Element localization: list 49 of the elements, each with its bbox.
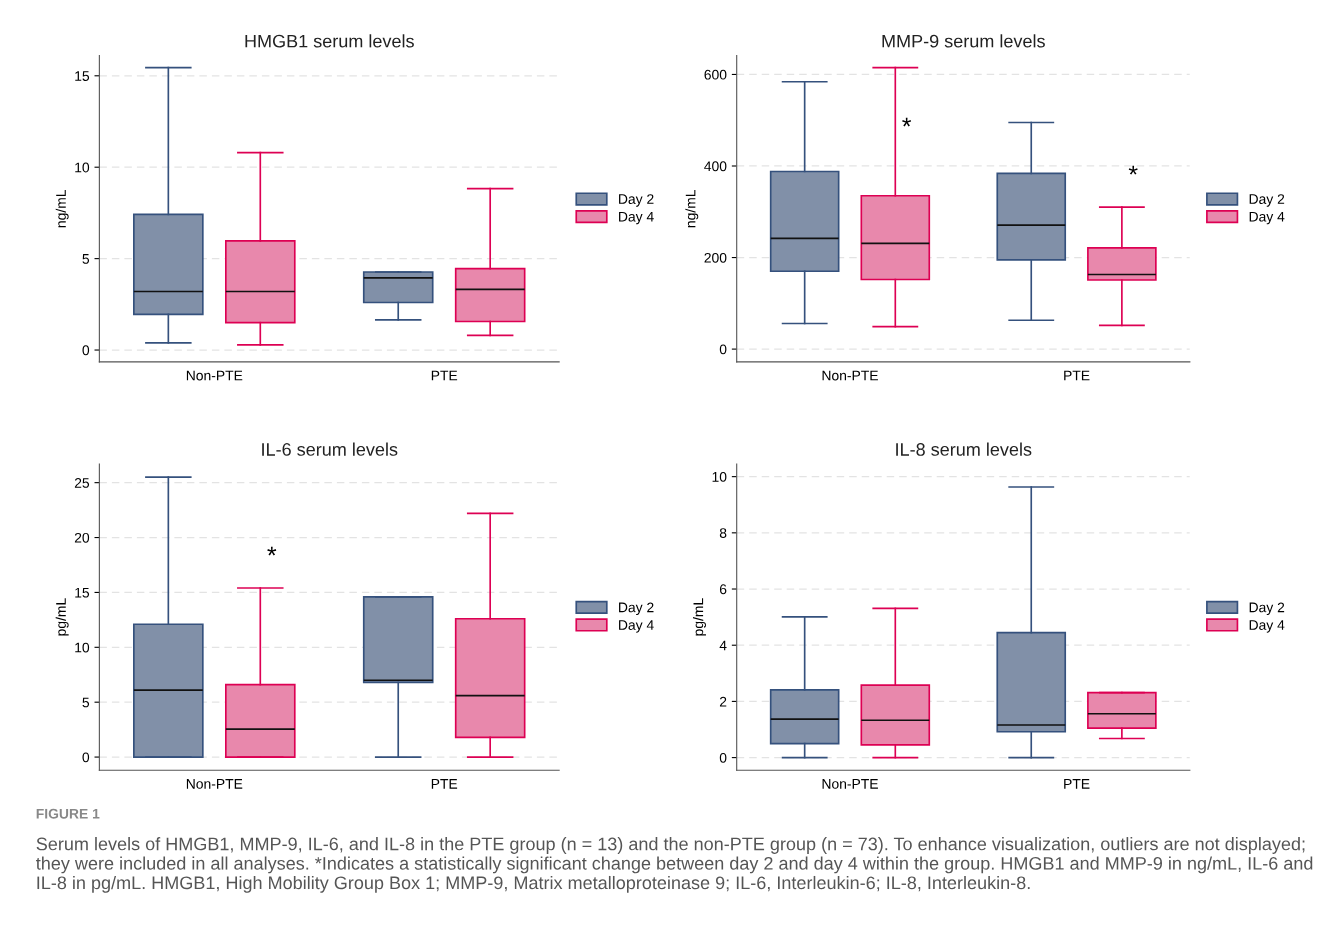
x-tick-label: PTE: [431, 779, 458, 789]
caption: FIGURE 1: [36, 808, 100, 819]
y-tick-label: 600: [704, 69, 727, 80]
x-tick-label: Non-PTE: [186, 779, 243, 789]
y-tick-label: 15: [75, 71, 90, 81]
chart-title: IL-8 serum levels: [896, 442, 1032, 456]
y-tick-label: 0: [719, 752, 727, 763]
chart-title: HMGB1 serum levels: [245, 34, 414, 48]
y-axis-title: ng/mL: [685, 189, 699, 228]
y-tick-label: 8: [719, 528, 727, 538]
y-tick-label: 400: [704, 161, 727, 172]
x-tick-label: PTE: [1064, 370, 1090, 381]
y-tick-label: 0: [719, 344, 727, 355]
y-tick-label: 10: [75, 642, 90, 653]
y-axis-title: pg/mL: [55, 598, 69, 636]
y-tick-label: 25: [74, 477, 90, 488]
y-tick-label: 0: [82, 752, 90, 763]
legend-label: Day 2: [1249, 602, 1285, 616]
y-tick-label: 10: [75, 162, 90, 173]
y-tick-label: 6: [719, 584, 727, 595]
y-tick-label: 5: [82, 697, 90, 708]
x-tick-label: Non-PTE: [186, 370, 243, 381]
chart-title: IL-6 serum levels: [262, 442, 398, 456]
legend-label: Day 4: [1249, 211, 1285, 225]
y-tick-label: 200: [704, 252, 727, 263]
chart-title: MMP-9 serum levels: [882, 34, 1045, 48]
x-tick-label: Non-PTE: [822, 370, 878, 381]
text: Serum levels of HMGB1, MMP-9, IL-6, and IL-8 in the PTE group (n = 13) and the non-PTE group (n = 73). To enhance visualization, outliers are not displayed; they were included in all analyses. *Indicates a statistically significant change between day 2 and day 4 within the group. HMGB1 and MMP-9 in ng/mL, IL-6 and IL-8 in pg/mL. HMGB1, High Mobility Group Box 1; MMP-9, Matrix metalloproteinase 9; IL-6, Interleukin-6; IL-8, Interleukin-8.: [36, 837, 1313, 893]
x-tick-label: PTE: [1064, 779, 1090, 789]
annotation: *: [1128, 165, 1138, 175]
y-tick-label: 5: [82, 254, 90, 264]
annotation: *: [267, 546, 277, 556]
y-tick-label: 0: [82, 345, 90, 356]
y-axis-title: ng/mL: [55, 189, 69, 228]
legend-label: Day 4: [619, 620, 654, 633]
legend-label: Day 4: [1249, 620, 1285, 633]
x-tick-label: Non-PTE: [822, 779, 878, 789]
y-tick-label: 15: [75, 587, 90, 598]
legend-label: Day 2: [619, 194, 654, 207]
annotation: *: [902, 117, 912, 127]
legend-label: Day 2: [1249, 194, 1285, 207]
y-tick-label: 2: [719, 696, 727, 707]
legend-label: Day 4: [619, 211, 654, 225]
y-tick-label: 4: [719, 640, 727, 651]
y-tick-label: 10: [712, 471, 727, 482]
y-axis-title: pg/mL: [693, 598, 706, 636]
x-tick-label: PTE: [431, 370, 458, 381]
legend-label: Day 2: [619, 602, 654, 616]
y-tick-label: 20: [74, 532, 90, 543]
